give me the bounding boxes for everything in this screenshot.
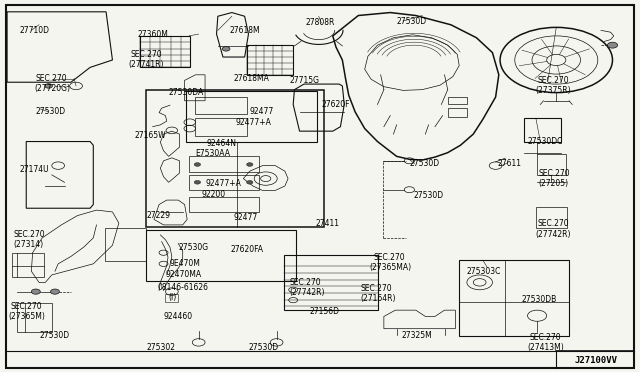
Text: (27720G): (27720G) — [34, 84, 70, 93]
Circle shape — [607, 42, 618, 48]
Text: (27365M): (27365M) — [8, 312, 45, 321]
Circle shape — [51, 289, 60, 294]
Bar — [189, 175, 259, 190]
Text: 27174U: 27174U — [20, 165, 49, 174]
Text: (27205): (27205) — [538, 179, 568, 188]
Bar — [166, 294, 178, 302]
Bar — [186, 92, 317, 141]
Text: 92464N: 92464N — [206, 138, 236, 148]
Text: 275303C: 275303C — [467, 267, 501, 276]
Text: SEC.270: SEC.270 — [373, 253, 404, 262]
Circle shape — [31, 289, 40, 294]
Text: 27530D: 27530D — [39, 331, 69, 340]
Text: 27530DC: 27530DC — [527, 137, 563, 146]
Text: SEC.270: SEC.270 — [537, 76, 569, 85]
Text: 924460: 924460 — [164, 312, 193, 321]
Text: (27742R): (27742R) — [535, 230, 571, 239]
Text: SEC.270: SEC.270 — [10, 302, 42, 311]
Bar — [195, 97, 246, 115]
Bar — [12, 253, 44, 277]
Text: 27530D: 27530D — [410, 159, 440, 168]
Bar — [147, 231, 296, 280]
Text: (27314): (27314) — [13, 240, 44, 249]
Bar — [147, 90, 324, 227]
Text: 92477+A: 92477+A — [236, 118, 271, 127]
Text: 92477+A: 92477+A — [205, 179, 241, 187]
Text: 27530D: 27530D — [36, 108, 66, 116]
Circle shape — [45, 84, 52, 88]
Text: 92477: 92477 — [250, 108, 274, 116]
Bar — [195, 118, 246, 136]
Text: 27360M: 27360M — [138, 29, 169, 39]
Text: 27165W: 27165W — [135, 131, 166, 141]
Bar — [140, 36, 189, 67]
Text: 27530D: 27530D — [248, 343, 278, 352]
Bar — [460, 260, 569, 336]
Circle shape — [222, 46, 230, 51]
Bar — [189, 197, 259, 212]
Bar — [448, 108, 467, 118]
Circle shape — [246, 180, 253, 184]
Text: 27325M: 27325M — [402, 331, 433, 340]
Text: SEC.270: SEC.270 — [529, 333, 561, 342]
Text: 27156D: 27156D — [309, 307, 339, 316]
Bar — [537, 154, 566, 175]
Text: 27530G: 27530G — [178, 243, 209, 252]
Text: (I): (I) — [168, 294, 176, 302]
Bar — [189, 156, 259, 172]
Bar — [448, 97, 467, 105]
Text: 27710D: 27710D — [20, 26, 50, 35]
Text: 9E470M: 9E470M — [170, 259, 201, 267]
Text: (27413M): (27413M) — [527, 343, 564, 352]
Bar — [246, 45, 292, 75]
Text: 27530D: 27530D — [397, 17, 427, 26]
Text: SEC.270: SEC.270 — [537, 219, 569, 228]
Text: 92477: 92477 — [234, 213, 258, 222]
Bar — [17, 303, 52, 333]
Text: 27530D: 27530D — [414, 191, 444, 200]
Text: 27620F: 27620F — [321, 100, 350, 109]
Text: J27100VV: J27100VV — [574, 356, 618, 365]
Bar — [284, 254, 378, 310]
Text: 27715G: 27715G — [289, 76, 319, 85]
Text: 27530DB: 27530DB — [521, 295, 556, 304]
Text: 275302: 275302 — [147, 343, 175, 352]
Text: 27530DA: 27530DA — [168, 88, 204, 97]
Text: 08146-61626: 08146-61626 — [157, 283, 208, 292]
Text: 27808R: 27808R — [306, 19, 335, 28]
Text: 92470MA: 92470MA — [166, 270, 202, 279]
Text: SEC.270: SEC.270 — [36, 74, 67, 83]
Text: 27620FA: 27620FA — [230, 244, 264, 253]
Text: (27375R): (27375R) — [535, 86, 571, 95]
Text: (27742R): (27742R) — [289, 288, 325, 297]
Text: 92200: 92200 — [202, 190, 226, 199]
Text: 27618MA: 27618MA — [234, 74, 269, 83]
Circle shape — [194, 180, 200, 184]
Text: (27741R): (27741R) — [129, 60, 164, 69]
Text: E7530AA: E7530AA — [195, 149, 230, 158]
Text: SEC.270: SEC.270 — [131, 50, 162, 59]
Text: 27611: 27611 — [497, 159, 522, 168]
Text: SEC.270: SEC.270 — [538, 169, 570, 177]
Bar — [536, 207, 566, 228]
Text: SEC.270: SEC.270 — [360, 284, 392, 293]
Circle shape — [194, 163, 200, 166]
Text: (27164R): (27164R) — [360, 294, 396, 303]
Text: 27618M: 27618M — [229, 26, 260, 35]
Text: 27411: 27411 — [316, 219, 340, 228]
Text: 27229: 27229 — [147, 211, 170, 220]
Text: SEC.270: SEC.270 — [13, 230, 45, 239]
Text: (27365MA): (27365MA) — [370, 263, 412, 272]
Text: SEC.270: SEC.270 — [289, 278, 321, 287]
Circle shape — [246, 163, 253, 166]
Bar — [524, 118, 561, 142]
